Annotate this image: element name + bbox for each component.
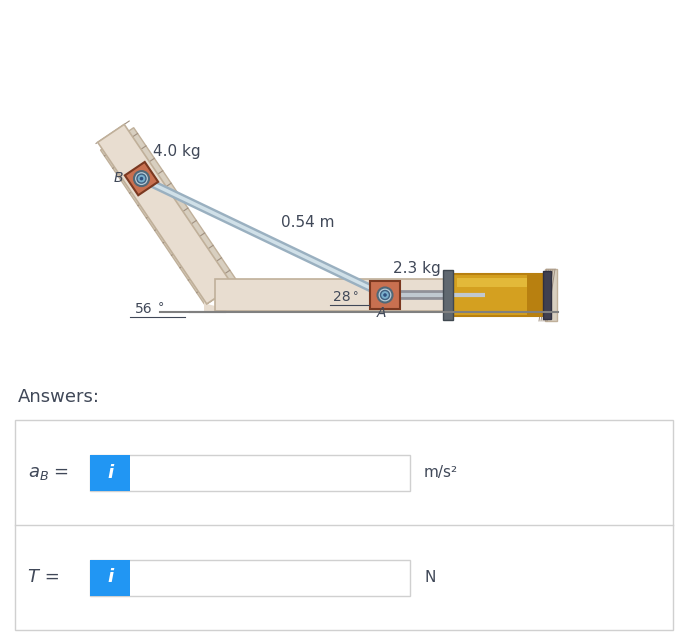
Bar xyxy=(457,278,539,287)
Text: 2.3 kg: 2.3 kg xyxy=(393,261,441,276)
Bar xyxy=(370,281,400,309)
Circle shape xyxy=(140,177,143,180)
Text: 56: 56 xyxy=(135,302,153,316)
Bar xyxy=(90,560,130,596)
Text: 4.0 kg: 4.0 kg xyxy=(153,144,201,158)
Bar xyxy=(527,274,543,316)
Polygon shape xyxy=(100,128,238,305)
Text: m/s²: m/s² xyxy=(424,465,458,480)
Circle shape xyxy=(137,174,146,183)
Text: i: i xyxy=(107,464,113,482)
Text: i: i xyxy=(107,569,113,587)
Bar xyxy=(545,269,557,321)
Circle shape xyxy=(380,290,389,299)
Bar xyxy=(90,455,130,491)
Circle shape xyxy=(378,287,392,303)
Circle shape xyxy=(383,293,387,297)
Polygon shape xyxy=(98,124,233,304)
Bar xyxy=(90,455,410,491)
Bar xyxy=(90,560,410,596)
Text: T =: T = xyxy=(28,569,60,587)
Circle shape xyxy=(134,171,149,186)
Polygon shape xyxy=(125,162,158,195)
Text: $a_B$ =: $a_B$ = xyxy=(28,464,69,482)
Bar xyxy=(543,271,551,319)
Bar xyxy=(443,270,453,320)
Text: A: A xyxy=(376,306,386,320)
Text: N: N xyxy=(424,570,436,585)
Polygon shape xyxy=(197,281,236,311)
Text: °: ° xyxy=(158,301,164,314)
Text: °: ° xyxy=(353,291,358,301)
Bar xyxy=(453,274,543,316)
Text: 28: 28 xyxy=(333,290,351,304)
Text: B: B xyxy=(114,171,123,185)
Bar xyxy=(15,420,673,630)
Text: Answers:: Answers: xyxy=(18,388,100,406)
Text: 0.54 m: 0.54 m xyxy=(281,215,335,230)
Polygon shape xyxy=(215,279,490,311)
